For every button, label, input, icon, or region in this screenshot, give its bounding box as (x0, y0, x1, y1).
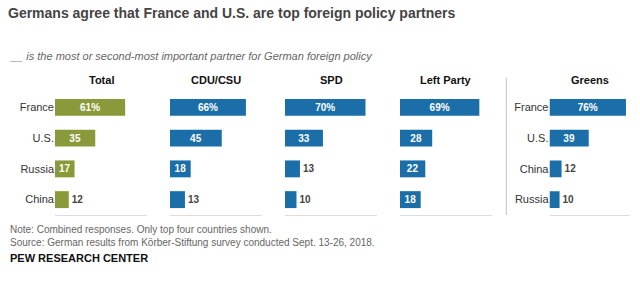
svg-text:PEW RESEARCH CENTER: PEW RESEARCH CENTER (10, 252, 148, 264)
svg-text:France: France (20, 101, 54, 113)
svg-text:33: 33 (298, 133, 310, 144)
svg-text:China: China (25, 193, 55, 205)
svg-text:CDU/CSU: CDU/CSU (191, 74, 241, 86)
svg-text:69%: 69% (430, 102, 450, 113)
svg-text:Total: Total (89, 74, 114, 86)
svg-text:66%: 66% (198, 102, 218, 113)
svg-text:61%: 61% (80, 102, 100, 113)
svg-text:13: 13 (188, 194, 200, 205)
svg-text:__ is the most or second-most: __ is the most or second-most important … (10, 50, 373, 62)
svg-text:13: 13 (303, 163, 315, 174)
svg-text:Russia: Russia (20, 163, 55, 175)
svg-text:Germans agree that France and: Germans agree that France and U.S. are t… (8, 5, 456, 21)
svg-text:17: 17 (59, 163, 71, 174)
svg-text:U.S.: U.S. (33, 132, 54, 144)
svg-text:10: 10 (300, 194, 312, 205)
svg-text:22: 22 (407, 163, 419, 174)
svg-text:18: 18 (405, 194, 417, 205)
svg-text:SPD: SPD (320, 74, 343, 86)
svg-text:China: China (520, 163, 550, 175)
svg-text:45: 45 (190, 133, 202, 144)
svg-text:12: 12 (72, 194, 84, 205)
svg-text:76%: 76% (578, 102, 598, 113)
svg-text:10: 10 (563, 194, 575, 205)
svg-text:U.S.: U.S. (527, 132, 548, 144)
svg-text:Note: Combined responses. Only: Note: Combined responses. Only top four … (10, 224, 272, 235)
svg-text:39: 39 (563, 133, 575, 144)
svg-text:Greens: Greens (571, 74, 609, 86)
svg-text:12: 12 (565, 163, 577, 174)
svg-text:70%: 70% (315, 102, 335, 113)
svg-text:Left Party: Left Party (420, 74, 472, 86)
svg-text:28: 28 (410, 133, 422, 144)
svg-text:35: 35 (69, 133, 81, 144)
svg-text:France: France (514, 101, 548, 113)
svg-text:Russia: Russia (515, 193, 550, 205)
svg-text:18: 18 (175, 163, 187, 174)
svg-text:Source: German results from Kö: Source: German results from Körber-Stift… (10, 237, 375, 248)
